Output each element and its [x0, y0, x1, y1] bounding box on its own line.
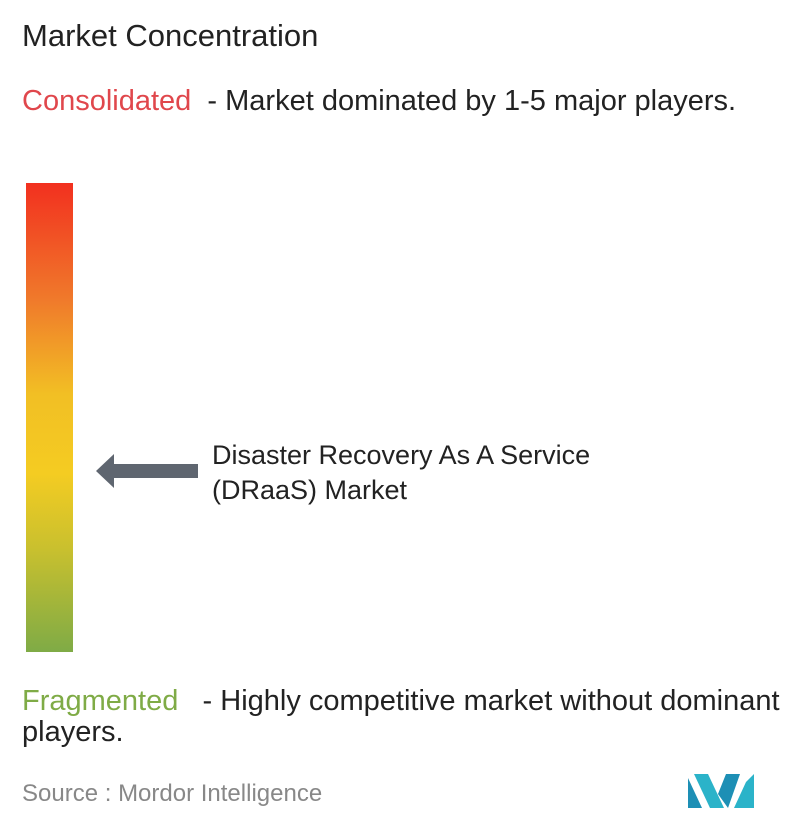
consolidated-row: Consolidated - Market dominated by 1-5 m…	[22, 86, 792, 117]
market-label: Disaster Recovery As A Service (DRaaS) M…	[212, 440, 591, 505]
logo-shape	[718, 774, 740, 808]
logo	[688, 774, 754, 808]
title: Market Concentration	[22, 18, 319, 53]
source-label: Source :	[22, 780, 112, 807]
fragmented-label: Fragmented	[22, 685, 179, 717]
arrow	[96, 454, 198, 488]
concentration-gradient	[26, 183, 73, 652]
source: Source : Mordor Intelligence	[22, 780, 322, 808]
logo-shape	[688, 778, 702, 808]
consolidated-description: - Market dominated by 1-5 major players.	[207, 85, 737, 117]
logo-shape	[734, 774, 754, 808]
consolidated-label: Consolidated	[22, 85, 192, 117]
logo-shape	[694, 774, 724, 808]
fragmented-row: Fragmented - Highly competitive market w…	[22, 686, 792, 748]
source-name: Mordor Intelligence	[118, 780, 323, 807]
fragmented-description: - Highly competitive market without domi…	[22, 685, 780, 748]
arrow-shape	[96, 454, 198, 488]
